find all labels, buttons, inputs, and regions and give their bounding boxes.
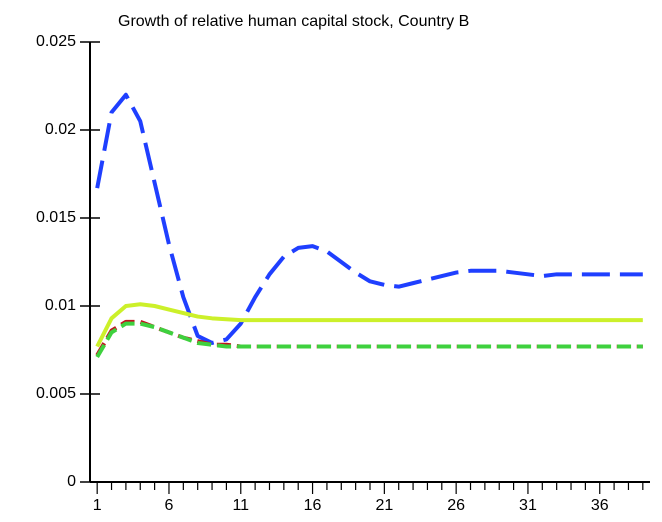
y-tick-label: 0.01 <box>45 297 76 314</box>
y-tick-label: 0.025 <box>36 33 76 50</box>
chart-title: Growth of relative human capital stock, … <box>118 13 469 30</box>
series-line <box>95 302 643 348</box>
series-line <box>95 319 643 357</box>
x-tick-label: 16 <box>304 497 322 514</box>
x-tick-label: 1 <box>93 497 102 514</box>
x-tick-label: 11 <box>232 497 249 514</box>
series-line <box>95 92 643 345</box>
y-tick-label: 0.015 <box>36 209 76 226</box>
x-tick-label: 26 <box>447 497 465 514</box>
y-tick-label: 0.005 <box>36 385 76 402</box>
x-tick-label: 6 <box>165 497 174 514</box>
series-line <box>95 321 643 359</box>
y-tick-label: 0.02 <box>45 121 76 138</box>
x-tick-label: 21 <box>375 497 393 514</box>
x-tick-label: 36 <box>591 497 609 514</box>
y-tick-label: 0 <box>67 473 76 490</box>
x-tick-label: 31 <box>519 497 537 514</box>
